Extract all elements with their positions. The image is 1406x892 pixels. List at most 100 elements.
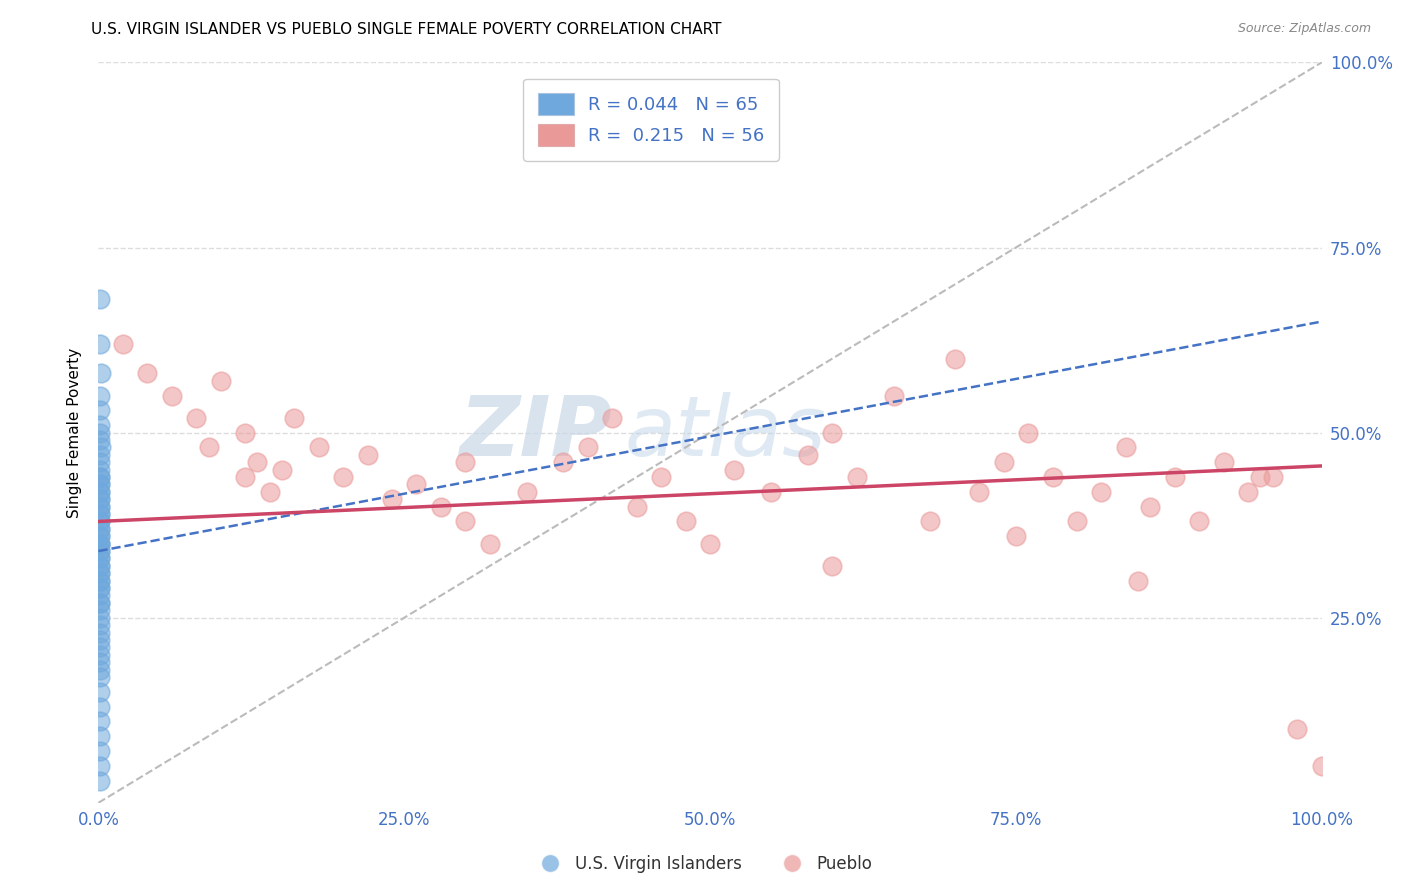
Point xyxy=(89,492,111,507)
Point xyxy=(89,515,111,529)
Point xyxy=(576,441,599,455)
Point xyxy=(233,425,256,440)
Point xyxy=(136,367,159,381)
Point xyxy=(89,558,111,573)
Point xyxy=(1212,455,1234,469)
Point xyxy=(699,536,721,550)
Point xyxy=(90,367,112,381)
Point xyxy=(650,470,672,484)
Point xyxy=(89,536,111,550)
Point xyxy=(1017,425,1039,440)
Point xyxy=(89,581,111,595)
Point xyxy=(89,655,111,669)
Point xyxy=(197,441,219,455)
Point xyxy=(89,566,111,581)
Point xyxy=(1286,722,1309,736)
Point xyxy=(478,536,501,550)
Point xyxy=(233,470,256,484)
Point xyxy=(89,551,111,566)
Point xyxy=(89,632,111,647)
Text: ZIP: ZIP xyxy=(460,392,612,473)
Point xyxy=(89,714,111,729)
Point xyxy=(283,410,305,425)
Point xyxy=(89,507,111,521)
Point xyxy=(89,558,111,573)
Point xyxy=(89,625,111,640)
Point xyxy=(943,351,966,366)
Point xyxy=(1115,441,1137,455)
Point xyxy=(270,462,294,476)
Point xyxy=(160,388,183,402)
Point xyxy=(89,574,111,588)
Point xyxy=(89,470,111,484)
Text: U.S. VIRGIN ISLANDER VS PUEBLO SINGLE FEMALE POVERTY CORRELATION CHART: U.S. VIRGIN ISLANDER VS PUEBLO SINGLE FE… xyxy=(91,22,721,37)
Point xyxy=(89,425,111,440)
Point xyxy=(89,648,111,662)
Point xyxy=(89,336,111,351)
Point xyxy=(1139,500,1161,514)
Point xyxy=(89,522,111,536)
Point xyxy=(1237,484,1260,499)
Point xyxy=(89,293,111,307)
Point xyxy=(89,610,111,624)
Point xyxy=(89,433,111,447)
Point xyxy=(89,566,111,581)
Text: atlas: atlas xyxy=(624,392,827,473)
Point xyxy=(89,455,111,469)
Point xyxy=(883,388,905,402)
Point xyxy=(1249,470,1271,484)
Point xyxy=(89,500,111,514)
Point xyxy=(89,618,111,632)
Point xyxy=(90,441,112,455)
Y-axis label: Single Female Poverty: Single Female Poverty xyxy=(67,348,83,517)
Point xyxy=(1188,515,1211,529)
Point xyxy=(761,484,783,499)
Point xyxy=(381,492,404,507)
Point xyxy=(246,455,269,469)
Point xyxy=(89,500,111,514)
Point xyxy=(430,500,453,514)
Point xyxy=(89,515,111,529)
Point xyxy=(89,448,111,462)
Point xyxy=(89,544,111,558)
Point xyxy=(89,536,111,550)
Point xyxy=(89,744,111,758)
Point xyxy=(259,484,281,499)
Point xyxy=(553,455,575,469)
Point xyxy=(1004,529,1026,543)
Point xyxy=(89,596,111,610)
Point xyxy=(89,729,111,743)
Point xyxy=(89,484,111,499)
Point xyxy=(1128,574,1150,588)
Point xyxy=(89,522,111,536)
Point xyxy=(356,448,378,462)
Point xyxy=(89,507,111,521)
Point xyxy=(1090,484,1112,499)
Point xyxy=(723,462,745,476)
Point xyxy=(1066,515,1088,529)
Point xyxy=(89,574,111,588)
Point xyxy=(89,596,111,610)
Point xyxy=(515,484,537,499)
Point xyxy=(89,388,111,402)
Point xyxy=(89,773,111,788)
Point xyxy=(405,477,427,491)
Point xyxy=(89,418,111,433)
Point xyxy=(89,529,111,543)
Point xyxy=(89,699,111,714)
Point xyxy=(89,551,111,566)
Point xyxy=(89,758,111,772)
Point xyxy=(845,470,868,484)
Point xyxy=(1310,758,1333,772)
Point xyxy=(89,477,111,491)
Point xyxy=(89,484,111,499)
Point xyxy=(209,374,232,388)
Point xyxy=(89,544,111,558)
Point xyxy=(600,410,623,425)
Point xyxy=(89,536,111,550)
Point xyxy=(797,448,820,462)
Text: Source: ZipAtlas.com: Source: ZipAtlas.com xyxy=(1237,22,1371,36)
Point xyxy=(89,462,111,476)
Point xyxy=(626,500,648,514)
Point xyxy=(308,441,330,455)
